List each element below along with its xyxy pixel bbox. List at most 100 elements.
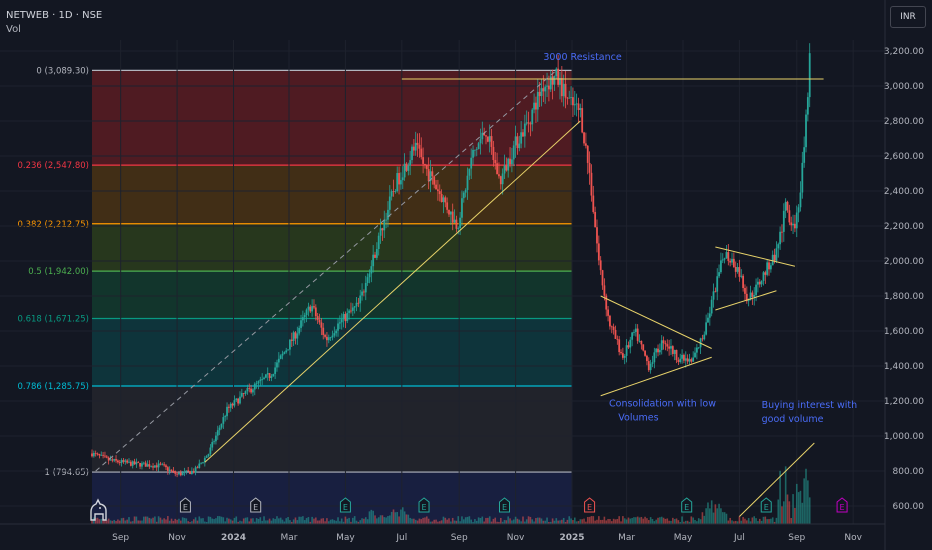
volume-bar — [509, 518, 511, 524]
volume-indicator-label[interactable]: Vol — [6, 24, 21, 35]
candle-body — [233, 400, 236, 406]
candle-body — [115, 459, 117, 461]
candle-body — [581, 108, 584, 133]
candle-body — [157, 463, 160, 468]
candle-body — [111, 459, 114, 461]
candle-body — [451, 211, 454, 223]
volume-bar — [681, 516, 683, 524]
volume-bar — [335, 520, 337, 524]
volume-bar — [361, 518, 363, 524]
candle-body — [296, 333, 299, 339]
volume-bar — [555, 518, 558, 524]
candle-body — [505, 165, 508, 171]
candle-body — [196, 467, 199, 469]
volume-bar — [694, 519, 696, 524]
volume-bar — [487, 517, 489, 524]
volume-bar — [220, 516, 223, 524]
candle-body — [387, 209, 389, 220]
candle-body — [179, 472, 182, 476]
volume-bar — [348, 517, 350, 524]
volume-bar — [479, 517, 482, 524]
time-axis[interactable]: Sep Nov 2024 Mar May Jul Sep Nov 2025 Mar May Jul Se… — [0, 523, 885, 543]
volume-bar — [525, 519, 528, 524]
volume-bar — [259, 517, 262, 524]
candle-body — [326, 336, 328, 341]
candle-body — [509, 158, 511, 165]
volume-bar — [266, 520, 269, 524]
candle-body — [178, 472, 180, 475]
candle-body — [420, 148, 423, 158]
volume-bar — [444, 517, 447, 524]
volume-bar — [498, 521, 500, 524]
volume-bar — [649, 517, 652, 524]
candle-body — [694, 352, 696, 358]
candle-body — [525, 122, 528, 124]
fib-zone — [92, 385, 573, 472]
volume-bar — [623, 518, 626, 524]
candle-body — [338, 322, 341, 324]
volume-bar — [414, 519, 417, 524]
candle-body — [725, 252, 728, 259]
candle-body — [198, 463, 201, 469]
volume-bar — [144, 516, 147, 524]
earnings-marker: E — [584, 497, 596, 513]
candle-body — [758, 281, 761, 285]
volume-bar — [507, 516, 509, 524]
volume-bar — [505, 520, 508, 524]
candle-body — [268, 373, 271, 378]
tradingview-logo-icon[interactable] — [88, 498, 110, 526]
price-axis[interactable]: 3,200.00 3,000.00 2,800.00 2,600.00 2,400.00… — [884, 0, 924, 550]
volume-bar — [747, 518, 750, 524]
volume-bar — [712, 512, 715, 524]
candle-body — [703, 334, 706, 340]
volume-bar — [327, 521, 330, 524]
candle-body — [435, 184, 437, 190]
candle-body — [128, 461, 130, 463]
candle-body — [361, 291, 363, 296]
candle-body — [806, 97, 809, 115]
volume-bar — [133, 516, 136, 524]
candle-body — [710, 299, 713, 314]
volume-bar — [442, 516, 445, 524]
candle-body — [470, 157, 473, 169]
volume-bar — [120, 518, 123, 524]
candle-body — [135, 462, 138, 465]
volume-bar — [577, 521, 580, 524]
candle-body — [407, 165, 410, 171]
volume-bar — [168, 520, 171, 524]
time-tick-label: Sep — [112, 533, 129, 543]
candle-body — [255, 383, 258, 385]
candle-body — [277, 358, 280, 363]
volume-bar — [696, 521, 698, 524]
annotation-text: Volumes — [618, 412, 658, 423]
volume-bar — [105, 520, 108, 524]
currency-button[interactable]: INR — [890, 6, 926, 28]
volume-bar — [668, 520, 670, 524]
candle-body — [122, 460, 125, 462]
candle-body — [769, 265, 772, 270]
volume-bar — [170, 518, 173, 524]
volume-bar — [549, 521, 552, 524]
earnings-marker-label: E — [587, 503, 592, 512]
volume-bar — [653, 521, 656, 524]
volume-bar — [692, 517, 694, 524]
candle-body — [653, 352, 656, 363]
candle-body — [592, 195, 595, 213]
candle-body — [671, 346, 674, 354]
volume-bar — [496, 521, 498, 524]
candle-body — [377, 235, 380, 250]
candle-body — [494, 159, 497, 164]
volume-bar — [516, 518, 519, 524]
candle-body — [231, 403, 234, 406]
volume-bar — [305, 518, 308, 524]
earnings-marker: E — [418, 497, 430, 513]
earnings-marker-shape — [250, 497, 262, 513]
volume-bar — [546, 517, 548, 524]
candle-body — [109, 459, 112, 461]
time-tick-label: Mar — [618, 533, 635, 543]
candle-body — [546, 85, 548, 87]
candle-body — [538, 91, 541, 97]
candle-body — [623, 355, 626, 358]
candle-body — [129, 461, 132, 466]
